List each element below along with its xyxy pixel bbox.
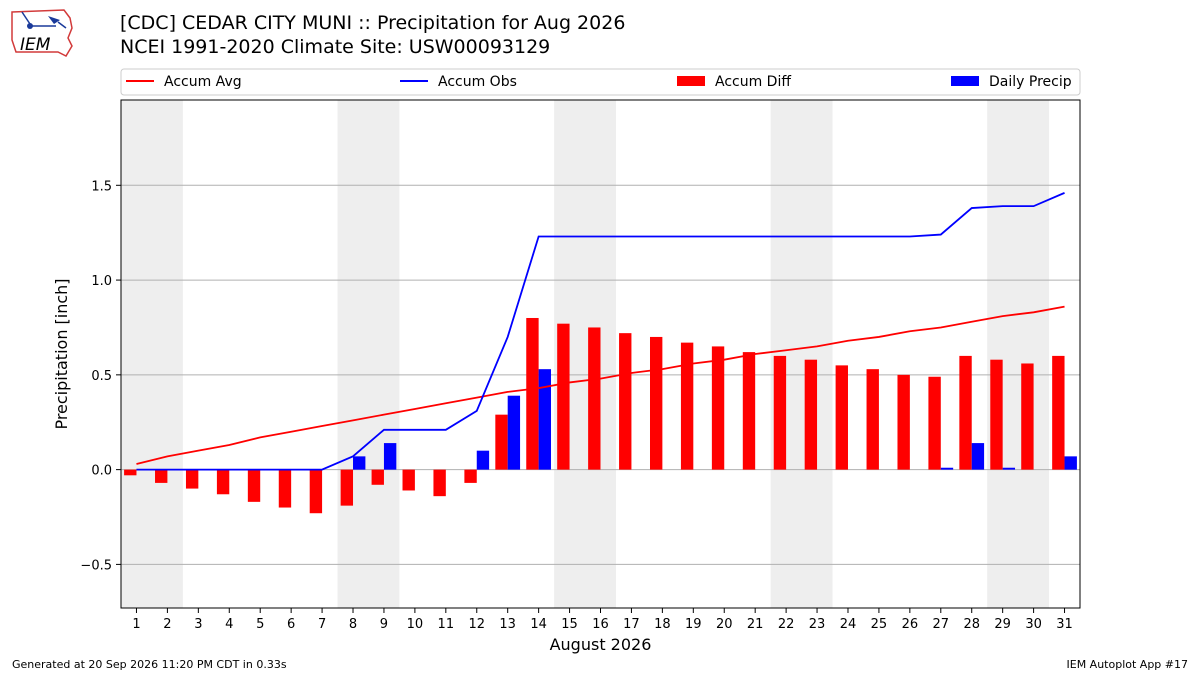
x-tick-label-20: 20 bbox=[716, 617, 733, 632]
accum-diff-bar-7 bbox=[309, 469, 323, 514]
x-tick-label-28: 28 bbox=[963, 617, 980, 632]
accum-diff-bar-23 bbox=[804, 359, 818, 470]
x-tick-label-1: 1 bbox=[132, 617, 140, 632]
x-tick-label-26: 26 bbox=[902, 617, 919, 632]
accum-diff-bar-13 bbox=[495, 414, 508, 470]
x-tick-label-14: 14 bbox=[530, 617, 547, 632]
legend-swatch-daily-precip bbox=[951, 76, 979, 86]
accum-diff-bar-20 bbox=[711, 346, 725, 470]
x-tick-label-2: 2 bbox=[163, 617, 171, 632]
accum-diff-bar-22 bbox=[773, 355, 787, 470]
accum-diff-bar-18 bbox=[649, 336, 663, 470]
footer-generated: Generated at 20 Sep 2026 11:20 PM CDT in… bbox=[12, 658, 287, 671]
accum-diff-bar-2 bbox=[155, 469, 168, 483]
daily-precip-bar-13 bbox=[507, 395, 521, 470]
x-tick-label-18: 18 bbox=[654, 617, 671, 632]
x-tick-label-3: 3 bbox=[194, 617, 202, 632]
accum-diff-bar-5 bbox=[247, 469, 261, 502]
x-tick-label-22: 22 bbox=[778, 617, 795, 632]
daily-precip-bar-28 bbox=[971, 443, 985, 470]
x-tick-label-27: 27 bbox=[933, 617, 950, 632]
chart-title: [CDC] CEDAR CITY MUNI :: Precipitation f… bbox=[120, 12, 626, 34]
daily-precip-bar-8 bbox=[353, 456, 366, 470]
x-tick-label-30: 30 bbox=[1025, 617, 1042, 632]
daily-precip-bar-31 bbox=[1064, 456, 1077, 470]
accum-diff-bar-29 bbox=[990, 359, 1003, 470]
accum-diff-bar-12 bbox=[464, 469, 477, 483]
y-axis-label: Precipitation [inch] bbox=[52, 278, 71, 429]
x-tick-label-16: 16 bbox=[592, 617, 609, 632]
legend-label-daily-precip: Daily Precip bbox=[989, 74, 1072, 90]
accum-diff-bar-10 bbox=[402, 469, 415, 491]
accum-diff-bar-24 bbox=[835, 365, 848, 470]
legend-label-accum-avg: Accum Avg bbox=[164, 74, 242, 90]
daily-precip-bar-29 bbox=[1002, 467, 1016, 470]
x-tick-label-8: 8 bbox=[349, 617, 357, 632]
accum-diff-bar-6 bbox=[278, 469, 292, 508]
y-tick-label-3: 1.0 bbox=[91, 274, 112, 289]
chart-subtitle: NCEI 1991-2020 Climate Site: USW00093129 bbox=[120, 36, 551, 58]
accum-diff-bar-31 bbox=[1052, 355, 1065, 470]
weekend-band-4 bbox=[987, 100, 1050, 608]
legend-label-accum-obs: Accum Obs bbox=[438, 74, 517, 90]
accum-diff-bar-21 bbox=[742, 352, 756, 470]
accum-diff-bar-28 bbox=[959, 355, 972, 470]
accum-diff-bar-26 bbox=[897, 374, 910, 470]
accum-diff-bar-16 bbox=[588, 327, 601, 470]
logo-text: IEM bbox=[20, 35, 51, 55]
weekend-band-0 bbox=[121, 100, 183, 608]
accum-diff-bar-25 bbox=[866, 369, 879, 470]
daily-precip-bar-27 bbox=[940, 467, 954, 470]
daily-precip-bar-12 bbox=[476, 450, 490, 470]
accum-diff-bar-17 bbox=[619, 333, 632, 470]
x-tick-label-29: 29 bbox=[994, 617, 1011, 632]
x-tick-label-10: 10 bbox=[407, 617, 424, 632]
legend-label-accum-diff: Accum Diff bbox=[715, 74, 791, 90]
x-tick-label-15: 15 bbox=[561, 617, 578, 632]
daily-precip-bar-9 bbox=[383, 443, 397, 470]
accum-diff-bar-9 bbox=[371, 469, 384, 485]
accum-diff-bar-3 bbox=[185, 469, 199, 489]
legend-swatch-accum-diff bbox=[677, 76, 705, 86]
accum-diff-bar-30 bbox=[1021, 363, 1034, 470]
y-tick-label-0: −0.5 bbox=[80, 558, 112, 573]
x-tick-label-5: 5 bbox=[256, 617, 264, 632]
x-tick-label-4: 4 bbox=[225, 617, 233, 632]
x-tick-label-23: 23 bbox=[809, 617, 826, 632]
weekend-band-3 bbox=[770, 100, 833, 608]
accum-diff-bar-15 bbox=[557, 323, 570, 470]
accum-diff-bar-27 bbox=[928, 376, 941, 470]
x-tick-label-17: 17 bbox=[623, 617, 640, 632]
x-tick-label-11: 11 bbox=[438, 617, 455, 632]
y-tick-label-4: 1.5 bbox=[91, 179, 112, 194]
x-tick-label-7: 7 bbox=[318, 617, 326, 632]
accum-avg-line bbox=[136, 305, 1065, 465]
accum-diff-bar-4 bbox=[216, 469, 230, 495]
daily-precip-bar-14 bbox=[538, 369, 552, 470]
x-tick-label-21: 21 bbox=[747, 617, 764, 632]
weekend-band-1 bbox=[337, 100, 400, 608]
x-tick-label-31: 31 bbox=[1056, 617, 1073, 632]
y-tick-label-1: 0.0 bbox=[91, 464, 112, 479]
x-tick-label-24: 24 bbox=[840, 617, 857, 632]
x-tick-label-13: 13 bbox=[499, 617, 516, 632]
x-axis-label: August 2026 bbox=[550, 635, 652, 654]
accum-diff-bar-19 bbox=[680, 342, 694, 470]
accum-diff-bar-11 bbox=[433, 469, 446, 497]
x-tick-label-9: 9 bbox=[380, 617, 388, 632]
iem-logo: IEM bbox=[8, 6, 80, 58]
x-tick-label-19: 19 bbox=[685, 617, 702, 632]
legend-box bbox=[120, 68, 1081, 96]
footer-app: IEM Autoplot App #17 bbox=[1066, 658, 1189, 671]
x-tick-label-25: 25 bbox=[871, 617, 888, 632]
accum-diff-bar-1 bbox=[124, 469, 137, 476]
x-tick-label-12: 12 bbox=[468, 617, 485, 632]
accum-diff-bar-8 bbox=[340, 469, 354, 506]
accum-diff-bar-14 bbox=[526, 317, 539, 470]
accum-obs-line bbox=[136, 192, 1065, 471]
x-tick-label-6: 6 bbox=[287, 617, 295, 632]
y-tick-label-2: 0.5 bbox=[91, 369, 112, 384]
